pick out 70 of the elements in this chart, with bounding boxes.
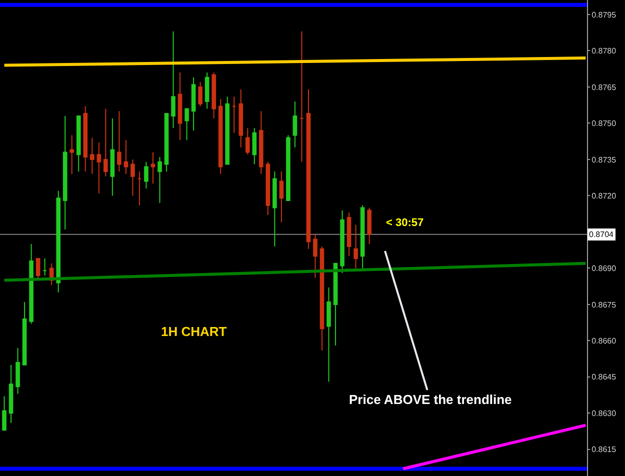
- candlestick: [259, 110, 264, 174]
- candlestick: [70, 134, 74, 174]
- y-tick-label: 0.8750: [592, 119, 617, 128]
- candlestick: [96, 142, 102, 194]
- candlestick: [245, 128, 250, 156]
- y-tick-label: 0.8765: [592, 82, 617, 92]
- candlestick: [340, 210, 344, 274]
- candlestick: [104, 108, 108, 177]
- y-tick-label: 0.8615: [592, 445, 617, 454]
- candlestick: [178, 72, 182, 141]
- candlestick: [232, 96, 236, 134]
- candlestick: [313, 234, 318, 278]
- ref-line-label: 0.8704: [589, 230, 614, 239]
- candlestick: [16, 347, 20, 394]
- y-tick-label: 0.8660: [592, 336, 617, 346]
- candlestick: [184, 108, 189, 141]
- candlestick: [367, 207, 372, 245]
- candlestick: [164, 113, 169, 172]
- candlestick: [204, 72, 210, 110]
- candlestick: [76, 115, 81, 172]
- candlestick: [158, 156, 162, 204]
- candlestick: [36, 258, 40, 278]
- y-tick-label: 0.8735: [592, 155, 617, 164]
- candlestick: [2, 396, 6, 431]
- candlestick: [150, 152, 156, 184]
- candlestick: [306, 88, 311, 250]
- y-tick-label: 0.8795: [592, 10, 617, 20]
- candlestick: [218, 98, 223, 174]
- y-tick-label: 0.8690: [592, 264, 617, 273]
- y-tick-label: 0.8780: [592, 46, 617, 56]
- candlestick: [320, 246, 324, 351]
- candlestick: [22, 302, 27, 366]
- annotation: Price ABOVE the trendline: [349, 392, 512, 407]
- y-tick-label: 0.8630: [592, 408, 617, 418]
- candlestick: [137, 171, 142, 206]
- candlestick: [272, 171, 277, 247]
- candlestick: [29, 244, 34, 324]
- candlestick: [198, 82, 202, 107]
- candlestick: [266, 161, 270, 216]
- candlestick: [130, 158, 135, 196]
- candlestick: [333, 262, 338, 346]
- candlestick: [83, 106, 88, 172]
- candlestick: [8, 364, 14, 424]
- candlestick: [252, 128, 257, 165]
- candlestick: [354, 224, 358, 269]
- candlestick: [90, 137, 94, 174]
- candlestick: [62, 115, 68, 230]
- y-tick-label: 0.8645: [592, 372, 617, 382]
- candlestick: [124, 140, 128, 174]
- candlestick: [326, 287, 331, 382]
- candlestick: [286, 134, 290, 202]
- candlestick: [360, 204, 365, 269]
- annotation: 1H CHART: [161, 324, 227, 339]
- candlestick: [191, 76, 196, 131]
- candlestick: [292, 100, 298, 148]
- candlestick: [117, 110, 122, 172]
- candlestick: [225, 96, 230, 165]
- candlestick: [279, 171, 284, 223]
- candlestick: [238, 88, 244, 148]
- y-tick-label: 0.8720: [592, 192, 617, 201]
- annotation: < 30:57: [386, 217, 424, 229]
- candlestick: [110, 118, 115, 196]
- candlestick: [144, 161, 148, 189]
- candlestick: [212, 72, 216, 119]
- candlestick: [171, 30, 176, 129]
- candlestick: [300, 30, 304, 162]
- candlestick: [42, 258, 47, 276]
- candlestick: [56, 190, 60, 293]
- y-tick-label: 0.8675: [592, 300, 617, 310]
- candlestick: [346, 212, 352, 257]
